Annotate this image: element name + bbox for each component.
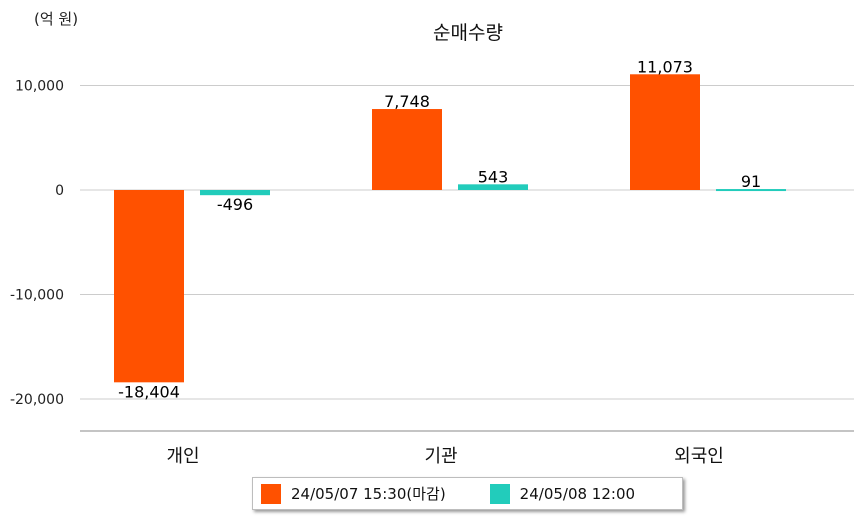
- legend-swatch-series-1: [261, 483, 281, 504]
- bar: [716, 189, 786, 192]
- data-label: -496: [217, 195, 253, 214]
- data-label: 543: [478, 167, 509, 186]
- data-label: -18,404: [118, 382, 180, 401]
- legend-item-series-1: 24/05/07 15:30(마감): [253, 483, 446, 504]
- data-label: 11,073: [637, 57, 693, 76]
- bar: [372, 109, 442, 190]
- legend-label-series-2: 24/05/08 12:00: [519, 484, 636, 503]
- bar: [458, 184, 528, 190]
- x-tick-label: 외국인: [674, 446, 724, 467]
- legend: 24/05/07 15:30(마감) 24/05/08 12:00: [252, 477, 683, 510]
- x-tick-label: 기관: [424, 446, 457, 467]
- y-tick-label: 0: [55, 183, 64, 199]
- x-tick-label: 개인: [166, 446, 199, 467]
- unit-label: (억 원): [34, 10, 79, 28]
- bar: [200, 190, 270, 196]
- bar: [114, 190, 184, 383]
- legend-swatch-series-2: [489, 483, 510, 504]
- data-label: 91: [741, 172, 761, 191]
- y-tick-label: -10,000: [10, 288, 64, 304]
- legend-item-series-2: 24/05/08 12:00: [482, 483, 636, 504]
- legend-label-series-1: 24/05/07 15:30(마감): [291, 485, 446, 503]
- chart-title: 순매수량: [433, 22, 503, 44]
- y-tick-label: 10,000: [15, 79, 64, 95]
- y-tick-label: -20,000: [10, 392, 64, 408]
- bar: [630, 74, 700, 190]
- data-label: 7,748: [384, 92, 430, 111]
